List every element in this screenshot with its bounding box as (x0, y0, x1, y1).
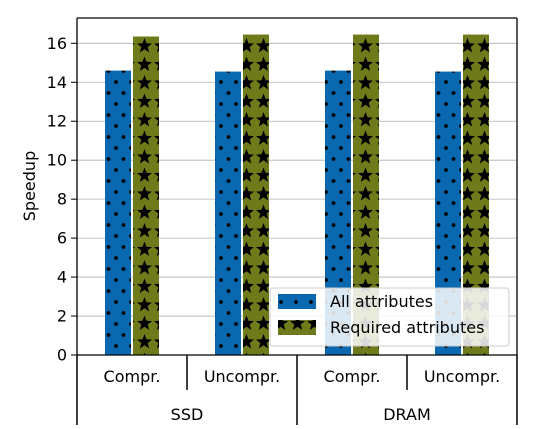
y-axis: 0 2 4 6 8 10 12 14 16 (47, 34, 77, 365)
legend-swatch-all-attributes (278, 294, 316, 309)
y-tick-label: 16 (47, 34, 67, 53)
y-tick-label: 10 (47, 151, 67, 170)
category-label: Compr. (324, 367, 381, 386)
y-tick-label: 12 (47, 112, 67, 131)
bar-required-attributes (243, 34, 269, 356)
category-label: Uncompr. (424, 367, 500, 386)
y-tick-label: 6 (57, 229, 67, 248)
y-tick-label: 2 (57, 307, 67, 326)
legend-swatch-required-attributes (278, 320, 316, 335)
y-tick-label: 4 (57, 268, 67, 287)
x-category-labels: Compr. Uncompr. Compr. Uncompr. (104, 367, 501, 386)
bar-all-attributes (105, 70, 131, 356)
y-tick-label: 8 (57, 190, 67, 209)
legend-label-required-attributes: Required attributes (330, 318, 484, 337)
bar-required-attributes (133, 36, 159, 356)
y-tick-label: 0 (57, 346, 67, 365)
category-label: Compr. (104, 367, 161, 386)
group-label-dram: DRAM (383, 405, 431, 424)
category-label: Uncompr. (204, 367, 280, 386)
legend-label-all-attributes: All attributes (330, 292, 433, 311)
bar-all-attributes (215, 71, 241, 355)
legend-box (269, 287, 510, 347)
legend: All attributes Required attributes (269, 287, 510, 347)
y-tick-label: 14 (47, 73, 67, 92)
group-label-ssd: SSD (171, 405, 204, 424)
y-axis-label: Speedup (20, 151, 39, 221)
x-axis-separators (76, 355, 518, 425)
x-group-labels: SSD DRAM (171, 405, 431, 424)
